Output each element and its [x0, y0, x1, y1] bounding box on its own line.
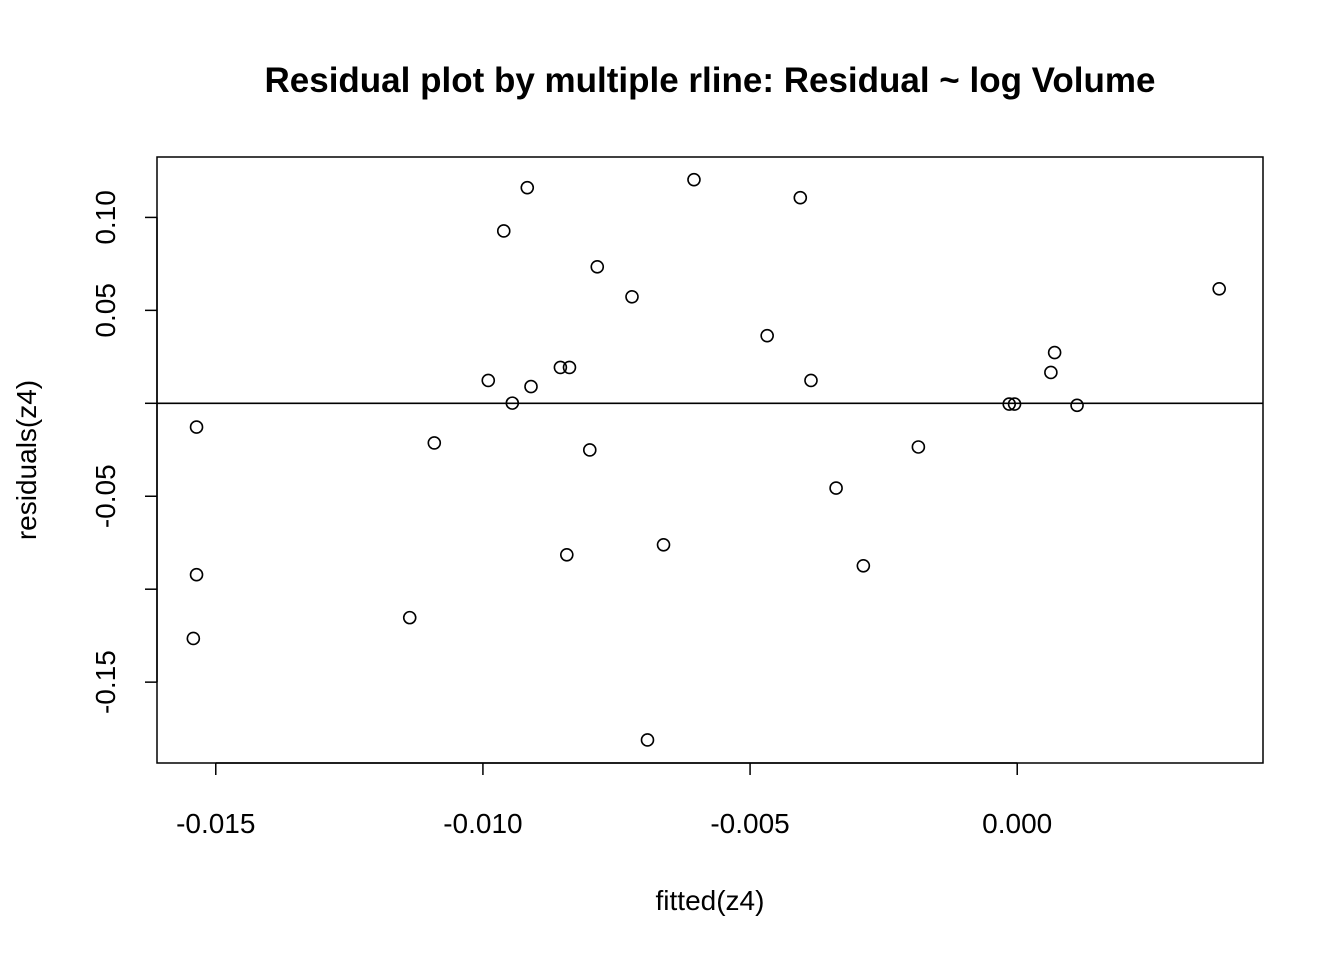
data-point — [1044, 365, 1058, 380]
data-point — [562, 360, 577, 375]
data-point — [1007, 397, 1022, 411]
data-points — [186, 172, 1226, 747]
data-point — [520, 180, 535, 195]
data-point — [793, 190, 808, 205]
data-point — [560, 548, 574, 562]
x-tick-label: -0.015 — [176, 808, 255, 839]
data-point — [640, 733, 655, 747]
data-point — [582, 443, 597, 457]
data-point — [911, 440, 926, 454]
data-point — [1047, 345, 1062, 360]
y-tick-label: -0.05 — [90, 464, 121, 528]
x-tick-label: -0.010 — [443, 808, 522, 839]
data-point — [590, 260, 605, 274]
data-point — [189, 567, 204, 582]
data-point — [1212, 281, 1226, 296]
y-axis-label: residuals(z4) — [11, 380, 42, 540]
data-point — [760, 328, 774, 343]
data-point — [553, 360, 568, 375]
chart-title: Residual plot by multiple rline: Residua… — [264, 61, 1155, 100]
data-point — [505, 396, 520, 410]
data-point — [481, 373, 496, 388]
data-point — [829, 481, 843, 495]
data-point — [189, 420, 204, 434]
x-axis: -0.015 -0.010 -0.005 0.000 — [176, 762, 1052, 839]
x-axis-label: fitted(z4) — [656, 885, 765, 916]
data-point — [656, 537, 671, 552]
data-point — [496, 224, 511, 238]
data-point — [427, 436, 442, 450]
y-tick-label: -0.15 — [90, 650, 121, 714]
plot-frame — [156, 156, 1264, 764]
data-point — [524, 379, 538, 394]
data-point — [804, 373, 818, 388]
data-point — [856, 558, 871, 573]
x-tick-label: -0.005 — [710, 808, 789, 839]
data-point — [687, 172, 701, 187]
y-tick-label: 0.05 — [90, 283, 121, 338]
y-tick-label: 0.10 — [90, 190, 121, 245]
data-point — [625, 289, 639, 304]
data-point — [402, 610, 417, 625]
data-point — [1002, 397, 1017, 411]
data-point — [186, 631, 201, 646]
data-point — [1070, 398, 1084, 413]
y-axis: -0.15 -0.05 0.05 0.10 — [90, 190, 158, 714]
x-tick-label: 0.000 — [982, 808, 1052, 839]
